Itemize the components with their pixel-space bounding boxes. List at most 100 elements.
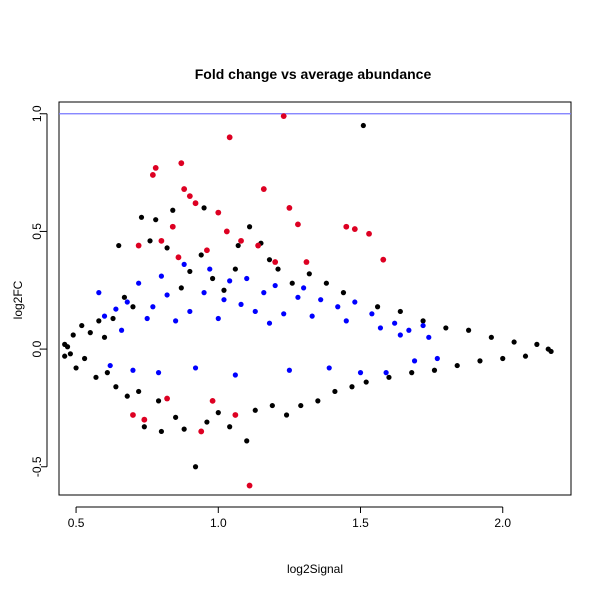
data-point [227,424,233,430]
data-point [349,384,355,390]
data-point [397,308,403,315]
data-point [158,428,164,435]
data-point [116,242,122,249]
data-point [392,320,398,326]
data-point [269,402,275,409]
data-point [181,261,187,267]
data-point [62,353,68,359]
y-tick-label: 0.5 [30,223,44,240]
data-point [170,207,176,213]
data-point [383,370,389,376]
data-point [141,416,148,423]
data-point [130,367,136,373]
data-point [252,308,258,315]
data-point [332,388,338,395]
data-point [244,275,250,282]
data-point [431,367,438,373]
data-point [326,365,332,371]
y-axis: -0.5 0.0 0.5 1.0 [30,105,48,477]
data-point [210,275,216,282]
data-point [130,304,136,310]
data-point [175,254,182,261]
data-point [101,313,108,319]
data-point [500,355,506,362]
data-point [534,341,540,347]
data-point [201,290,207,296]
data-point [141,424,147,430]
data-point [93,374,99,380]
data-point [374,304,381,310]
data-point [104,370,110,376]
data-point [343,223,350,230]
data-point [124,299,130,305]
data-point [272,259,279,265]
data-point [260,186,267,192]
data-point [178,285,184,291]
data-point [155,370,162,376]
data-point [386,374,392,380]
scatter-series-1 [96,261,440,378]
data-point [443,325,449,331]
data-point [87,330,93,336]
data-point [283,412,290,418]
data-point [96,318,102,324]
x-tick-label: 0.5 [68,516,85,530]
x-tick-label: 2.0 [494,516,511,530]
data-point [215,209,222,216]
data-point [67,351,73,357]
data-point [70,332,76,338]
data-point [281,311,287,317]
data-point [280,113,287,120]
data-point [118,327,125,333]
data-point [238,301,244,307]
plot-frame [58,101,572,496]
data-point [192,464,199,470]
data-point [261,290,267,296]
x-tick-label: 1.5 [352,516,369,530]
data-point [227,278,233,284]
data-point [138,214,145,220]
data-point [226,134,233,141]
data-point [164,395,170,402]
data-point [235,242,241,249]
data-point [101,334,108,340]
data-point [360,122,366,129]
data-point [255,242,262,249]
data-point [201,205,207,211]
data-point [318,297,324,303]
data-point [238,237,244,244]
data-point [130,412,136,418]
data-point [335,304,341,310]
data-point [124,393,130,399]
data-point [244,438,250,444]
data-point [298,402,304,409]
scatter-series-0 [62,122,554,470]
data-point [144,315,150,322]
data-point [153,217,159,223]
data-point [173,414,179,420]
data-point [181,186,188,192]
data-point [158,273,164,279]
data-point [411,358,418,364]
data-point [204,247,210,254]
data-point [209,397,216,404]
data-point [511,339,517,345]
data-point [357,370,364,376]
data-point [295,221,301,228]
data-point [420,318,426,324]
data-point [207,266,213,272]
data-point [64,344,71,350]
data-point [477,358,483,364]
data-point [351,226,358,232]
data-point [352,299,358,305]
data-point [198,428,205,435]
data-point [73,365,79,371]
data-point [377,325,384,331]
data-point [232,412,239,418]
y-tick-label: 1.0 [30,105,44,122]
data-point [466,327,472,333]
data-point [186,193,193,200]
data-point [152,164,159,171]
data-point [135,242,142,249]
